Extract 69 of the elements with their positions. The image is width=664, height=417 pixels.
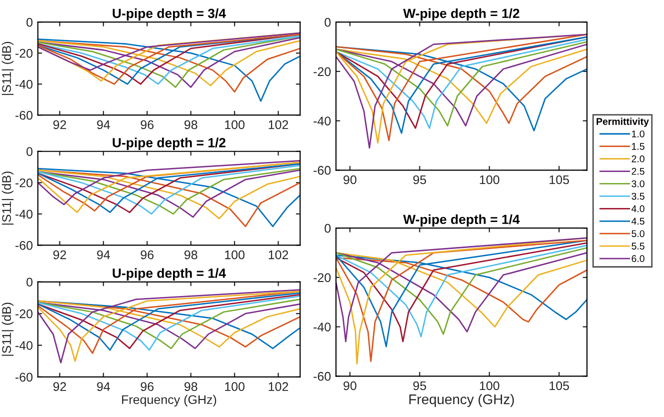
x-tick-label: 92 bbox=[53, 120, 66, 130]
y-tick-label: 0 bbox=[324, 18, 331, 27]
legend-label: 4.5 bbox=[632, 218, 644, 225]
legend-label: 2.0 bbox=[632, 155, 644, 162]
chart-title: W-pipe depth = 1/2 bbox=[403, 8, 520, 21]
x-tick-label: 92 bbox=[53, 250, 66, 260]
x-tick-label: 102 bbox=[268, 382, 288, 392]
x-tick-label: 98 bbox=[184, 382, 198, 392]
legend-label: 2.5 bbox=[632, 168, 644, 175]
x-tick-label: 98 bbox=[184, 120, 198, 130]
y-tick-label: -20 bbox=[15, 309, 32, 318]
x-tick-label: 96 bbox=[140, 250, 154, 260]
y-tick-label: -40 bbox=[314, 116, 331, 126]
line-series bbox=[38, 38, 300, 102]
x-axis-title: Frequency (GHz) bbox=[122, 394, 216, 407]
y-tick-label: -40 bbox=[314, 322, 331, 332]
x-tick-label: 92 bbox=[53, 382, 66, 392]
x-tick-label: 95 bbox=[413, 381, 426, 390]
y-tick-label: -20 bbox=[15, 178, 32, 188]
x-tick-label: 90 bbox=[344, 381, 356, 390]
y-tick-label: 0 bbox=[26, 18, 32, 27]
chart-title: U-pipe depth = 1/2 bbox=[112, 138, 226, 150]
y-tick-label: -40 bbox=[15, 341, 32, 350]
x-tick-label: 94 bbox=[97, 382, 110, 392]
legend-label: 5.0 bbox=[632, 230, 644, 238]
x-tick-label: 98 bbox=[184, 250, 198, 260]
y-tick-label: -60 bbox=[314, 372, 331, 381]
x-tick-label: 100 bbox=[225, 382, 244, 392]
x-tick-label: 102 bbox=[268, 250, 288, 260]
y-tick-label: -60 bbox=[15, 372, 32, 382]
x-tick-label: 96 bbox=[140, 382, 154, 392]
y-tick-label: -20 bbox=[314, 67, 331, 76]
y-tick-label: -40 bbox=[15, 210, 32, 219]
legend-label: 1.5 bbox=[632, 143, 644, 150]
chart-title: W-pipe depth = 1/4 bbox=[403, 214, 520, 227]
y-tick-label: 0 bbox=[26, 278, 32, 287]
legend-label: 3.5 bbox=[632, 192, 644, 200]
y-axis-title: |S11| (dB) bbox=[2, 302, 14, 356]
x-axis-title: Frequency (GHz) bbox=[409, 394, 514, 407]
x-tick-label: 90 bbox=[344, 175, 356, 184]
y-tick-label: -60 bbox=[15, 240, 32, 250]
legend-title: Permittivity bbox=[596, 118, 649, 127]
x-tick-label: 100 bbox=[225, 120, 244, 130]
x-tick-label: 100 bbox=[480, 175, 500, 184]
x-tick-label: 94 bbox=[97, 250, 110, 260]
legend-label: 1.0 bbox=[632, 130, 644, 138]
y-tick-label: 0 bbox=[324, 224, 331, 233]
x-tick-label: 94 bbox=[97, 120, 110, 130]
chart-title: U-pipe depth = 3/4 bbox=[112, 8, 226, 21]
y-axis-title: |S11| (dB) bbox=[2, 42, 14, 95]
y-tick-label: -60 bbox=[15, 110, 32, 120]
x-tick-label: 105 bbox=[550, 175, 569, 184]
x-tick-label: 100 bbox=[225, 250, 244, 260]
legend-label: 4.0 bbox=[632, 205, 644, 212]
legend-label: 6.0 bbox=[632, 255, 644, 262]
x-tick-label: 100 bbox=[480, 381, 500, 390]
y-tick-label: -20 bbox=[314, 273, 331, 282]
y-axis-title: |S11| (dB) bbox=[2, 172, 14, 225]
y-tick-label: 0 bbox=[26, 147, 32, 156]
x-tick-label: 96 bbox=[140, 120, 154, 130]
y-tick-label: -20 bbox=[15, 48, 32, 58]
x-tick-label: 95 bbox=[413, 175, 426, 184]
chart-title: U-pipe depth = 1/4 bbox=[112, 268, 226, 280]
legend-label: 3.0 bbox=[632, 180, 644, 188]
y-tick-label: -40 bbox=[15, 80, 32, 89]
legend-label: 5.5 bbox=[632, 242, 644, 250]
y-tick-label: -60 bbox=[314, 166, 331, 175]
x-tick-label: 102 bbox=[268, 120, 288, 130]
x-tick-label: 105 bbox=[550, 381, 569, 390]
